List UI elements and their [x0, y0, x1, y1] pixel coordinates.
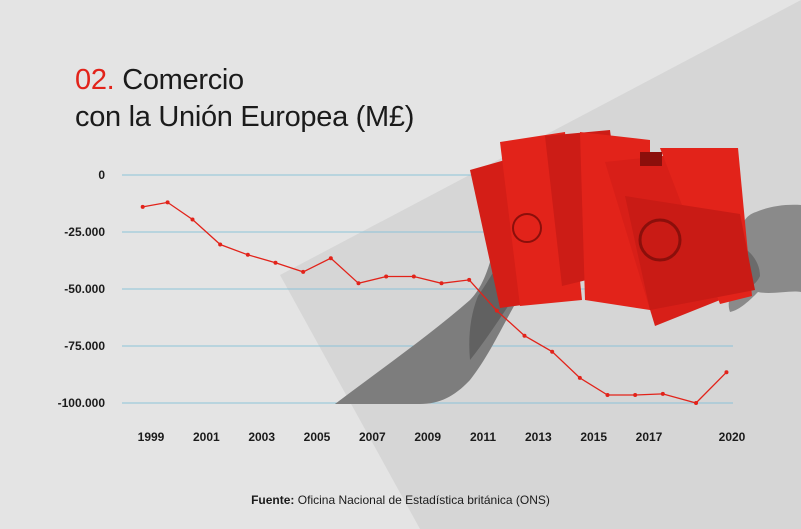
data-point	[356, 281, 361, 286]
data-point	[439, 281, 444, 286]
title-text-1: Comercio	[122, 64, 244, 96]
data-point	[245, 252, 250, 257]
data-point	[301, 269, 306, 274]
data-point	[724, 370, 729, 375]
data-point	[694, 401, 699, 405]
data-point	[273, 260, 278, 265]
x-tick-label: 2009	[414, 430, 441, 444]
data-point	[384, 274, 389, 279]
banknote-hologram	[638, 218, 682, 262]
banknote-7	[625, 196, 755, 310]
y-tick-label: -75.000	[64, 339, 105, 353]
x-axis-ticks: 1999 2001 2003 2005 2007 2009 2011 2013 2015 2017…	[138, 430, 746, 444]
y-tick-label: -100.000	[58, 396, 106, 410]
x-tick-label: 2001	[193, 430, 220, 444]
series-points	[140, 200, 729, 405]
x-tick-label: 2007	[359, 430, 386, 444]
x-tick-label: 2013	[525, 430, 552, 444]
euro-banknotes	[470, 130, 755, 326]
data-point	[660, 391, 665, 396]
banknote-strip	[640, 152, 662, 166]
data-point	[577, 375, 582, 380]
series-line	[142, 201, 727, 404]
data-point	[218, 242, 223, 247]
data-point	[190, 217, 195, 222]
x-tick-label: 2017	[636, 430, 663, 444]
x-tick-label: 2015	[580, 430, 607, 444]
y-tick-label: -50.000	[64, 282, 105, 296]
data-point	[140, 204, 145, 209]
data-point	[328, 256, 333, 261]
banknote-seal	[512, 213, 542, 243]
money-illustration	[335, 130, 801, 404]
y-tick-label: -25.000	[64, 225, 105, 239]
y-axis-ticks: 0 -25.000 -50.000 -75.000 -100.000	[58, 168, 106, 410]
source-note: Fuente: Oficina Nacional de Estadística …	[0, 493, 801, 507]
title-line-1: 02. Comercio	[75, 62, 414, 99]
chart-title: 02. Comercio con la Unión Europea (M£)	[75, 62, 414, 136]
data-point	[605, 393, 610, 398]
data-point	[411, 274, 416, 279]
y-tick-label: 0	[98, 168, 105, 182]
title-number: 02.	[75, 64, 115, 96]
data-point	[165, 200, 170, 205]
source-text: Oficina Nacional de Estadística británic…	[297, 493, 550, 507]
data-point	[494, 308, 499, 313]
x-tick-label: 2005	[304, 430, 331, 444]
x-tick-label: 2011	[470, 430, 496, 444]
source-label: Fuente:	[251, 493, 295, 507]
data-point	[633, 393, 638, 398]
x-tick-label: 2020	[719, 430, 746, 444]
title-line-2: con la Unión Europea (M£)	[75, 101, 415, 133]
data-point	[550, 349, 555, 354]
x-tick-label: 1999	[138, 430, 165, 444]
x-tick-label: 2003	[248, 430, 275, 444]
data-point	[522, 333, 527, 338]
data-point	[467, 277, 472, 282]
